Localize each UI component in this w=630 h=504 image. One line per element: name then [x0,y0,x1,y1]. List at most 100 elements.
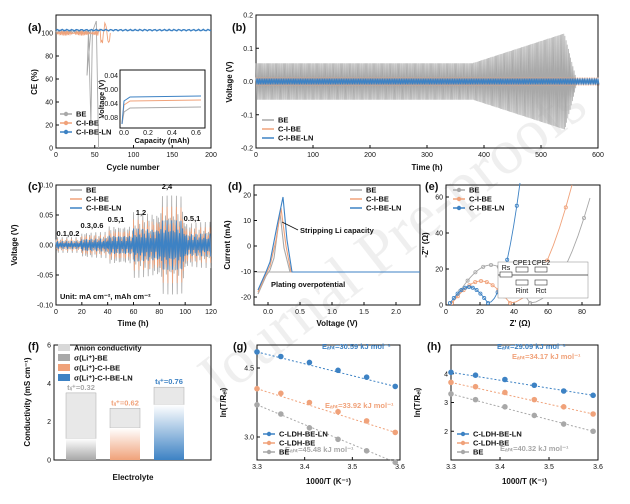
y-tick-label: 0.0 [243,79,253,86]
panel-e-cibe-point [473,280,478,285]
circuit-element [534,266,548,273]
legend-label: C-I-BE-LN [469,204,504,213]
legend-label: C-I-BE-LN [366,204,401,213]
y-tick-label: 0.00 [39,243,53,250]
activation-energy: Eₐₕₜ=29.09 kJ mol⁻¹ [497,342,566,351]
legend-marker [266,440,272,446]
panel-d-frame [253,184,421,306]
legend-swatch [58,344,70,351]
panel-a-series-cibe [55,21,111,44]
panel-d-xlabel: Voltage (V) [316,319,358,328]
panel-h-xlabel: 1000/T (K⁻¹) [502,477,547,486]
y-tick-label: -0.1 [241,112,253,119]
legend-label: C-I-BE [76,119,99,128]
legend-label: C-I-BE-LN [76,128,111,137]
data-point [448,369,454,376]
y-tick-label: 2 [444,429,448,436]
panel-e-cibeln-point [485,300,490,305]
x-tick-label: 100 [128,152,140,159]
legend-marker [456,196,462,202]
inset-y-tick-label: -0.04 [102,101,118,108]
legend-label: C-I-BE-LN [86,204,121,213]
panel-a-series-cibeln [55,28,212,32]
data-point [531,412,538,419]
legend-label: BE [279,448,289,457]
y-tick-label: 0.1 [243,46,253,53]
bar-li [154,404,184,460]
y-tick-label: 2 [47,419,51,426]
panel-g-label: (g) [233,341,247,353]
legend-label: BE [473,448,483,457]
panel-c-xlabel: Time (h) [118,319,149,328]
data-point [392,459,399,466]
panel-c-unit: Unit: mA cm⁻², mAh cm⁻² [60,292,151,301]
x-tick-label: 80 [155,309,163,316]
circuit-label: CPE2 [532,260,550,267]
data-point [502,404,508,410]
y-tick-label: 100 [41,31,53,38]
panel-c-annotation: 2,4 [162,182,173,191]
data-point [306,359,313,366]
panel-e-cibeln-point [451,296,456,301]
data-point [590,411,596,417]
panel-d-cv-curve [257,196,420,291]
x-tick-label: 3.4 [300,464,310,471]
circuit-label: Rs [502,265,511,272]
legend-label: BE [86,186,96,195]
data-point [363,374,370,381]
y-tick-label: 4.5 [244,366,254,373]
x-tick-label: 500 [535,152,547,159]
panel-d-label: (d) [228,181,242,193]
activation-energy: Eₐₕₜ=40.32 kJ mol⁻¹ [500,444,569,453]
y-tick-label: 10 [243,218,251,225]
y-tick-label: -0.10 [37,303,53,310]
data-point [278,353,284,360]
bar-li [66,438,96,460]
panel-d-ylabel: Current (mA) [223,220,232,270]
x-tick-label: 0.5 [295,309,305,316]
panel-d-cv-curve [257,207,420,293]
panel-f-label: (f) [28,341,39,353]
panel-e-cibe-point [507,300,512,305]
data-point [560,421,567,427]
y-tick-label: 6 [47,343,51,350]
inset-x-tick-label: 0.2 [143,130,153,137]
inset-x-tick-label: 0.4 [167,130,177,137]
activation-energy: Eₐₕₜ=45.48 kJ mol⁻¹ [285,445,354,454]
y-tick-label: -0.05 [37,273,53,280]
y-tick-label: 4 [47,381,51,388]
panel-e-cibeln-point [514,203,519,208]
x-tick-label: 100 [179,309,191,316]
x-tick-label: 40 [104,309,112,316]
panel-e-cibeln-point [478,291,483,296]
circuit-label: CPE1 [513,260,531,267]
panel-e-cibe-point [478,278,483,283]
fit-line [450,371,594,396]
panel-a-inset-frame [119,69,206,129]
panel-a-label: (a) [28,22,42,34]
x-tick-label: 100 [307,152,319,159]
panel-e-cibeln-point [463,285,468,290]
panel-c-annotation: 0.1,0.2 [57,229,80,238]
inset-ylabel: Voltage (V) [97,79,106,118]
legend-marker [456,187,462,193]
data-point [278,390,284,397]
y-tick-label: -20 [241,295,251,302]
data-point [335,436,341,443]
panel-e-be-point [582,215,587,220]
panel-h-ylabel: ln(T/Rₑₗ) [413,387,422,417]
x-tick-label: 1.0 [327,309,337,316]
panel-c-series-cibeln [55,220,212,270]
x-tick-label: 200 [205,152,217,159]
panel-e-be-point [465,278,470,283]
panel-e-cibe-point [490,283,495,288]
x-tick-label: 3.3 [252,464,262,471]
bar-anion [153,386,185,405]
circuit-element [499,271,513,278]
panel-e-xlabel: Z' (Ω) [510,319,531,328]
fit-line [256,388,396,433]
data-point [363,418,370,424]
panel-c-label: (c) [28,181,42,193]
x-tick-label: 0 [54,309,58,316]
